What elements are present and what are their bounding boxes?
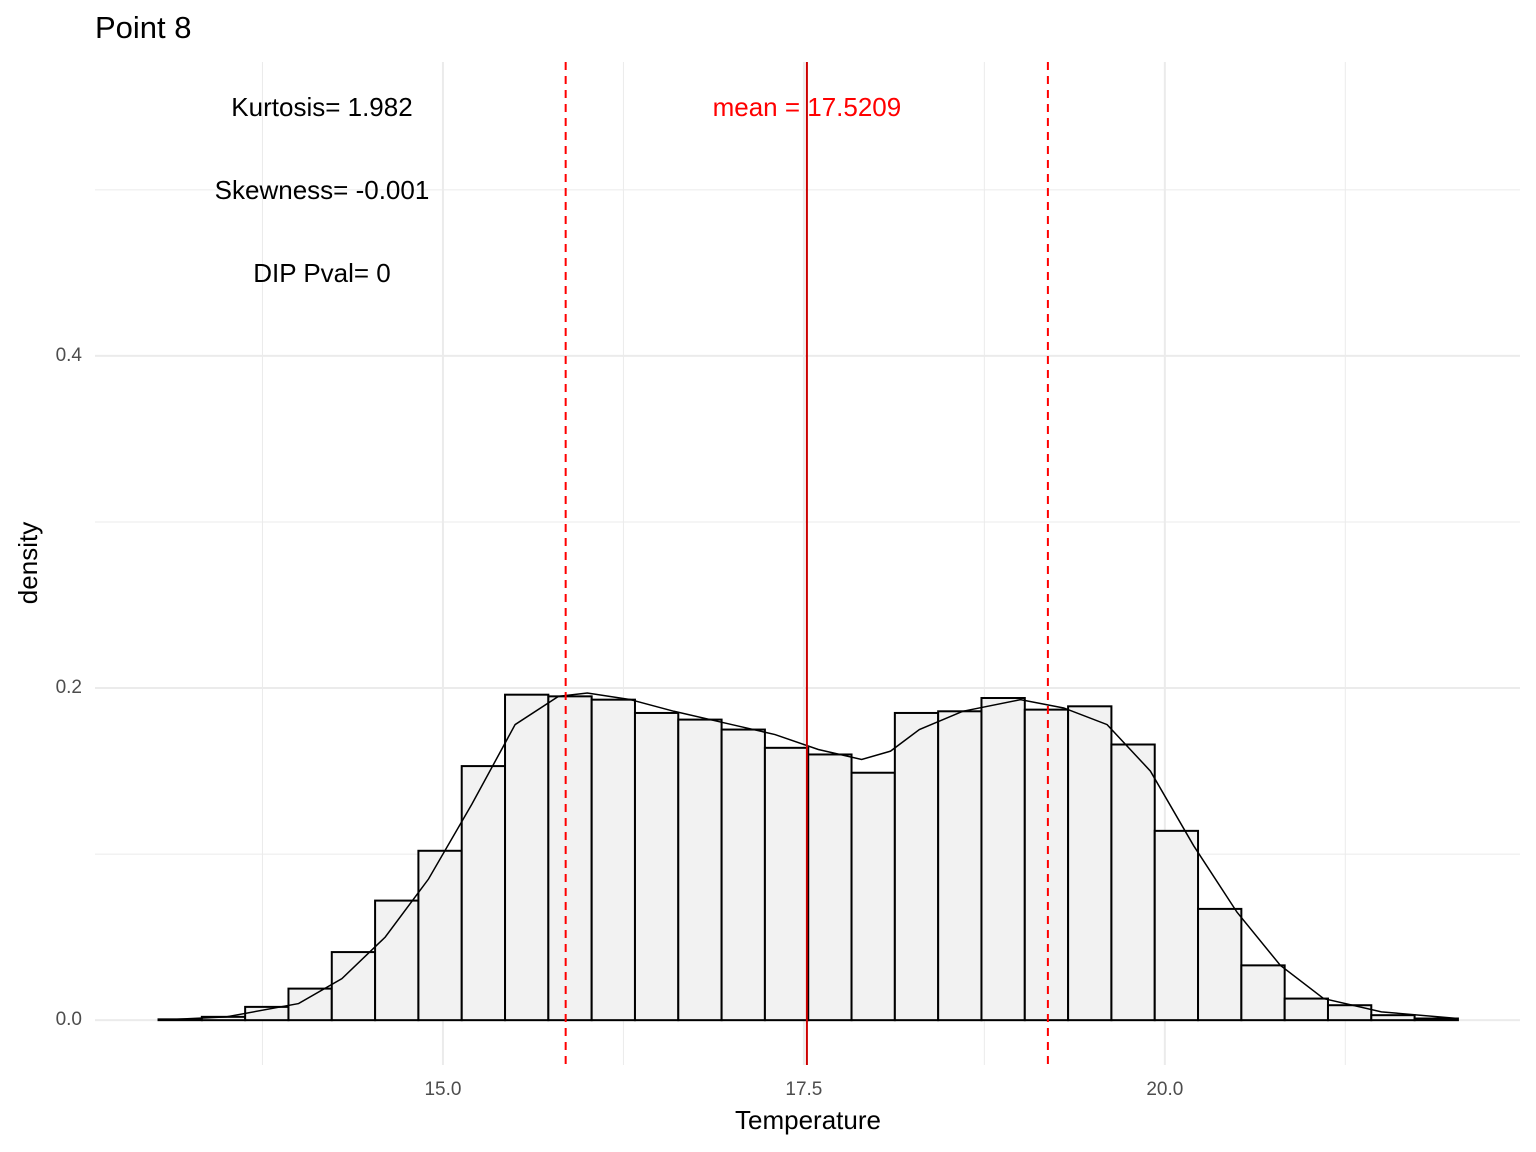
annotation: DIP Pval= 0	[253, 258, 391, 288]
bar	[720, 728, 766, 1022]
y-axis-label: density	[13, 522, 43, 604]
y-tick-label: 0.2	[56, 677, 82, 698]
x-tick-label: 20.0	[1146, 1079, 1183, 1100]
bar	[330, 951, 377, 1022]
x-tick-label: 15.0	[424, 1079, 461, 1100]
bar	[374, 899, 420, 1022]
bar	[1370, 1014, 1416, 1022]
bar	[1413, 1017, 1459, 1022]
bar	[417, 849, 463, 1022]
bar	[937, 710, 983, 1022]
bar	[460, 765, 507, 1022]
bar	[980, 697, 1026, 1022]
bar	[893, 711, 940, 1022]
bar	[1023, 708, 1070, 1022]
bar	[504, 693, 550, 1022]
bar	[1197, 907, 1243, 1022]
bar	[590, 698, 636, 1022]
bar	[763, 746, 810, 1022]
bar	[807, 753, 853, 1022]
density-curve	[158, 692, 1458, 1021]
mean-label: mean = 17.5209	[713, 92, 902, 122]
x-axis-label: Temperature	[735, 1105, 881, 1135]
bar	[850, 771, 896, 1022]
annotation: Skewness= -0.001	[215, 175, 430, 205]
bar	[1153, 829, 1200, 1022]
annotation: Kurtosis= 1.982	[231, 92, 412, 122]
bar	[1110, 743, 1156, 1022]
y-tick-label: 0.4	[56, 345, 83, 366]
bar	[1240, 964, 1286, 1022]
x-tick-label: 17.5	[785, 1079, 822, 1100]
chart-title: Point 8	[95, 10, 192, 45]
bar	[1283, 997, 1329, 1022]
y-tick-label: 0.0	[56, 1009, 82, 1030]
bar	[677, 718, 723, 1022]
bar	[547, 695, 593, 1022]
bar	[1067, 705, 1113, 1022]
bar	[633, 711, 680, 1022]
